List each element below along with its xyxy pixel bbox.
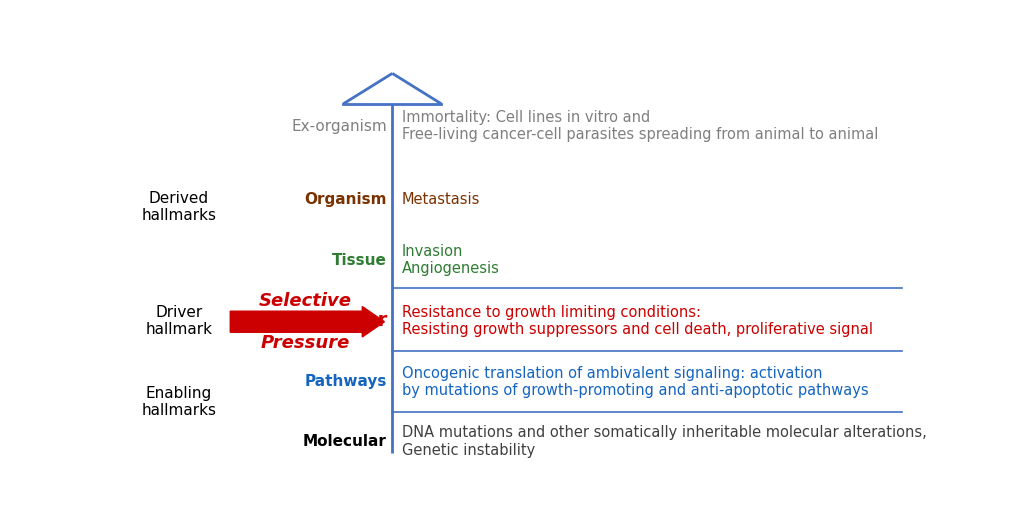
Text: Selective: Selective xyxy=(259,291,352,310)
Text: Derived
hallmarks: Derived hallmarks xyxy=(142,191,216,223)
Text: Ex-organism: Ex-organism xyxy=(290,119,386,134)
Text: Pathways: Pathways xyxy=(304,374,386,389)
Text: Invasion
Angiogenesis: Invasion Angiogenesis xyxy=(401,244,499,276)
Text: Molecular: Molecular xyxy=(303,434,386,449)
Text: Cellular: Cellular xyxy=(303,311,386,330)
Text: DNA mutations and other somatically inheritable molecular alterations,
Genetic i: DNA mutations and other somatically inhe… xyxy=(401,425,925,457)
Text: Pressure: Pressure xyxy=(261,334,350,352)
Text: Resistance to growth limiting conditions:
Resisting growth suppressors and cell : Resistance to growth limiting conditions… xyxy=(401,305,872,337)
Text: Tissue: Tissue xyxy=(331,252,386,268)
Text: Driver
hallmark: Driver hallmark xyxy=(146,305,212,337)
Text: Organism: Organism xyxy=(304,192,386,207)
Text: Immortality: Cell lines in vitro and
Free-living cancer-cell parasites spreading: Immortality: Cell lines in vitro and Fre… xyxy=(401,110,877,142)
FancyArrow shape xyxy=(230,307,384,337)
Text: Oncogenic translation of ambivalent signaling: activation
by mutations of growth: Oncogenic translation of ambivalent sign… xyxy=(401,366,867,398)
Text: Enabling
hallmarks: Enabling hallmarks xyxy=(142,386,216,418)
Text: Metastasis: Metastasis xyxy=(401,192,480,207)
